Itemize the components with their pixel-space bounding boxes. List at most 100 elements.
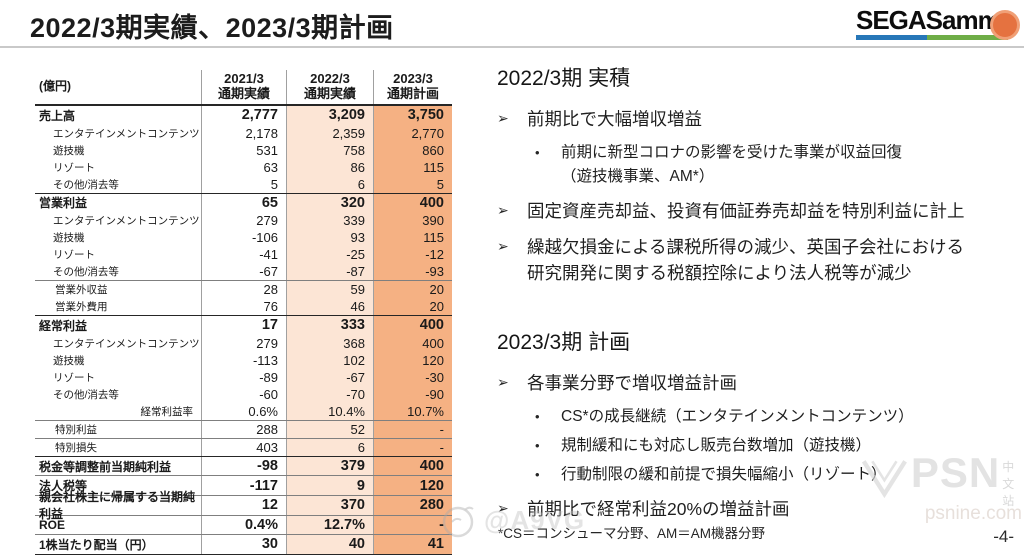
dot-bullet-icon: • <box>535 409 540 425</box>
value-cell: 115 <box>373 158 452 176</box>
table-row: 1株当たり配当（円） 30 40 41 <box>35 534 452 554</box>
value-cell: 3,750 <box>373 106 452 125</box>
page-number: -4- <box>993 527 1014 546</box>
value-cell: 30 <box>201 535 286 554</box>
value-cell: 368 <box>286 334 373 352</box>
value-cell: 400 <box>373 316 452 335</box>
bullet-text: 繰越欠損金による課税所得の減少、英国子会社における 研究開発に関する税額控除により… <box>527 234 1021 287</box>
value-cell: 12 <box>201 495 286 515</box>
row-label: エンタテインメントコンテンツ <box>53 127 200 140</box>
bullet-text-line: 前期比で大幅増収増益 <box>527 109 702 129</box>
dot-bullet-icon: • <box>535 145 540 161</box>
commentary-section: 2022/3期 実積 ➢ 前期比で大幅増収増益 • 前期に新型コロナの影響を受けた事業が… <box>497 62 1021 286</box>
row-label: その他/消去等 <box>53 178 119 191</box>
value-cell: -41 <box>201 246 286 264</box>
column-header-line1: 2022/3 <box>310 71 350 87</box>
value-cell: 93 <box>286 229 373 247</box>
row-label: リゾート <box>53 161 95 174</box>
value-cell: 2,770 <box>373 124 452 142</box>
value-cell: 46 <box>286 298 373 316</box>
value-cell: 10.4% <box>286 402 373 420</box>
value-cell: -30 <box>373 368 452 386</box>
value-cell: 279 <box>201 334 286 352</box>
table-row: 税金等調整前当期純利益 -98 379 400 <box>35 455 452 476</box>
value-cell: 333 <box>286 316 373 335</box>
value-cell: -106 <box>201 229 286 247</box>
row-label: 1株当たり配当（円） <box>39 537 154 552</box>
value-cell: 102 <box>286 351 373 369</box>
logo-underline-green <box>927 35 1008 41</box>
value-cell: - <box>373 515 452 535</box>
bullet-item: • 行動制限の緩和前提で損失幅縮小（リゾート） <box>535 463 1021 487</box>
value-cell: 280 <box>373 495 452 515</box>
value-cell: -12 <box>373 246 452 264</box>
column-header-line2: 通期計画 <box>386 86 439 101</box>
value-cell: 2,777 <box>201 106 286 125</box>
value-cell: -98 <box>201 456 286 476</box>
table-row: 経常利益率 0.6% 10.4% 10.7% <box>35 402 452 420</box>
arrow-bullet-icon: ➢ <box>497 202 509 219</box>
value-cell: 320 <box>286 193 373 213</box>
bullet-item: ➢ 固定資産売却益、投資有価証券売却益を特別利益に計上 <box>497 198 1021 224</box>
table-row: 特別利益 288 52- <box>35 419 452 438</box>
value-cell: 9 <box>286 476 373 495</box>
table-row: リゾート -89 -67 -30 <box>35 368 452 386</box>
bullet-item: • 規制緩和にも対応し販売台数増加（遊技機） <box>535 434 1021 458</box>
row-label: 売上高 <box>39 108 76 123</box>
segasammy-logo-underline <box>856 35 1008 41</box>
column-header-line1: 2021/3 <box>224 71 264 87</box>
value-cell: 403 <box>201 438 286 456</box>
value-cell: - <box>373 420 452 438</box>
value-cell: 41 <box>373 535 452 554</box>
value-cell: 2,359 <box>286 124 373 142</box>
value-cell: 65 <box>201 193 286 213</box>
segasammy-logo: SEGASammy <box>856 5 1020 41</box>
footnote: *CS＝コンシューマ分野、AM＝AM機器分野 <box>498 526 766 541</box>
table-row: 法人税等 -117 9 120 <box>35 475 452 495</box>
segasammy-logo-text: SEGASammy <box>856 5 1014 35</box>
value-cell: 3,209 <box>286 106 373 125</box>
value-cell: -25 <box>286 246 373 264</box>
value-cell: 531 <box>201 141 286 159</box>
table-row: ROE 0.4% 12.7% - <box>35 514 452 535</box>
row-label: 特別損失 <box>55 441 97 454</box>
row-label: 特別利益 <box>55 423 97 436</box>
arrow-bullet-icon: ➢ <box>497 374 509 391</box>
section-heading: 2023/3期 計画 <box>497 331 631 355</box>
bullet-text-line: 各事業分野で増収増益計画 <box>527 373 737 394</box>
bullet-text: 固定資産売却益、投資有価証券売却益を特別利益に計上 <box>527 198 1021 224</box>
row-label: 経常利益 <box>39 318 88 333</box>
table-row: その他/消去等 -67 -87 -93 <box>35 263 452 281</box>
value-cell: 17 <box>201 316 286 335</box>
value-cell: -67 <box>201 263 286 281</box>
value-cell: 59 <box>286 281 373 299</box>
value-cell: 370 <box>286 495 373 515</box>
row-label: 親会社株主に帰属する当期純利益 <box>39 490 196 522</box>
row-label: 遊技機 <box>53 144 85 157</box>
value-cell: 12.7% <box>286 515 373 535</box>
column-header-line2: 通期実績 <box>303 86 356 101</box>
value-cell: 400 <box>373 193 452 213</box>
bullet-text-line: 前期比で経常利益20%の増益計画 <box>527 499 790 520</box>
table-column-header: 2021/3 通期実績 <box>201 70 286 104</box>
bullet-text: 規制緩和にも対応し販売台数増加（遊技機） <box>561 434 1021 458</box>
table-row: リゾート -41 -25 -12 <box>35 246 452 264</box>
table-row: 営業外収益 28 59 20 <box>35 280 452 299</box>
dot-bullet-icon: • <box>535 438 540 454</box>
bullet-text: CS*の成長継続（エンタテインメントコンテンツ） <box>561 405 1021 429</box>
value-cell: -67 <box>286 368 373 386</box>
arrow-bullet-icon: ➢ <box>497 110 509 126</box>
value-cell: 76 <box>201 298 286 316</box>
bullet-text: 行動制限の緩和前提で損失幅縮小（リゾート） <box>561 463 1021 487</box>
logo-underline-blue <box>856 35 928 41</box>
value-cell: - <box>373 438 452 456</box>
bullet-text: 各事業分野で増収増益計画 <box>527 370 1021 396</box>
title-divider <box>0 46 1024 48</box>
bullet-item: ➢ 繰越欠損金による課税所得の減少、英国子会社における 研究開発に関する税額控除によ… <box>497 234 1021 287</box>
value-cell: 63 <box>201 158 286 176</box>
table-header-row: (億円) 2021/3 通期実績 2022/3 通期実績 2023/3 通期計画 <box>35 70 452 105</box>
financial-table: (億円) 2021/3 通期実績 2022/3 通期実績 2023/3 通期計画 売上高 2,… <box>35 70 452 555</box>
row-label: エンタテインメントコンテンツ <box>53 337 200 350</box>
value-cell: 6 <box>286 438 373 456</box>
bullet-item: • 前期に新型コロナの影響を受けた事業が収益回復 （遊技機事業、AM*） <box>535 141 1021 189</box>
